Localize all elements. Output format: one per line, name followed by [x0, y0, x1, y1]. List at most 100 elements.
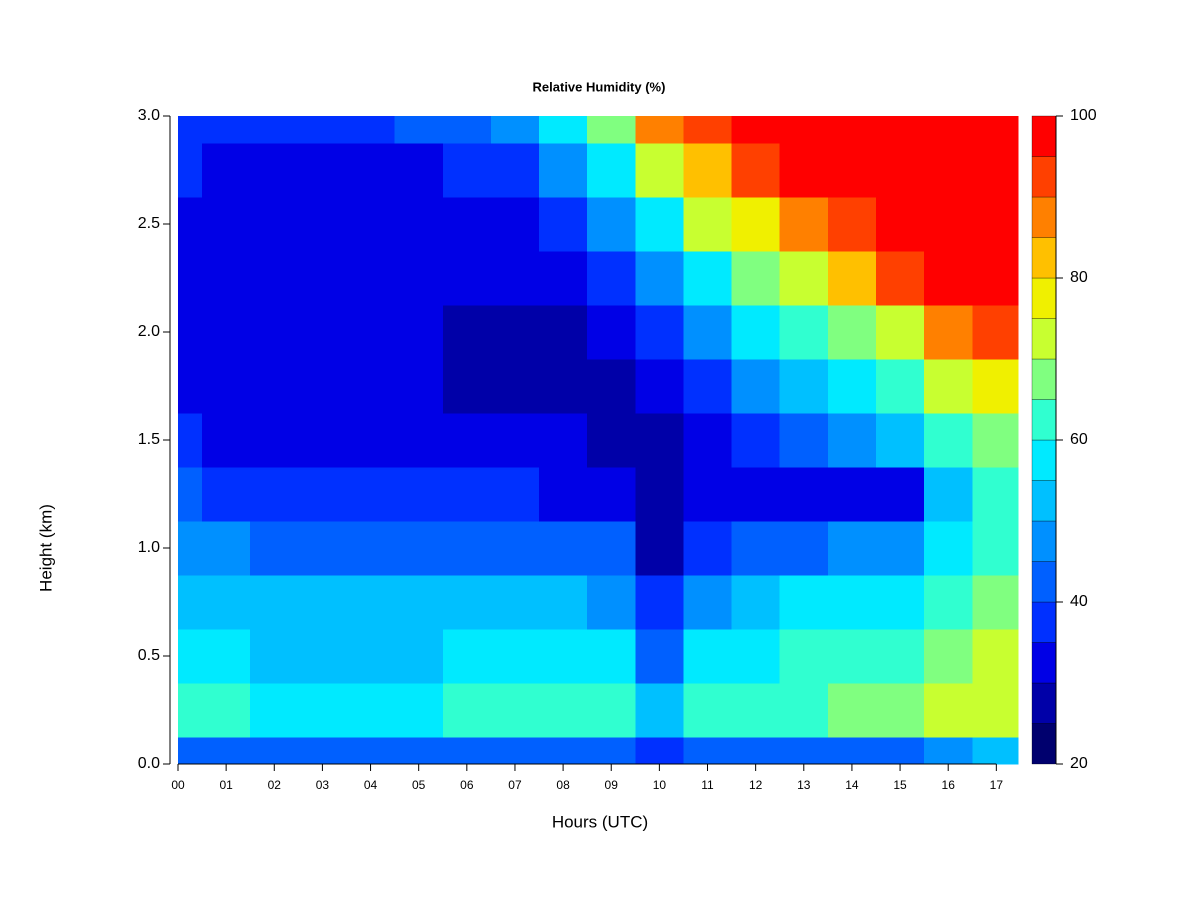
contour-cell	[635, 575, 684, 630]
colorbar-band	[1031, 115, 1057, 157]
contour-cell	[924, 629, 973, 684]
contour-cell	[972, 251, 1019, 306]
contour-cell	[250, 197, 299, 252]
contour-cell	[635, 629, 684, 684]
contour-cell	[490, 251, 540, 306]
contour-cell	[202, 197, 251, 252]
contour-cell	[202, 683, 251, 738]
contour-cell	[442, 467, 492, 522]
contour-cell	[202, 143, 251, 198]
contour-cell	[442, 359, 492, 414]
contour-cell	[490, 629, 540, 684]
contour-cell	[394, 197, 444, 252]
contour-cell	[827, 197, 877, 252]
contour-cell	[875, 413, 925, 468]
contour-cell	[731, 197, 781, 252]
contour-cell	[346, 575, 396, 630]
contour-cell	[779, 359, 829, 414]
contour-cell	[394, 467, 444, 522]
contour-cell	[539, 359, 588, 414]
contour-cell	[539, 521, 588, 576]
contour-cell	[178, 413, 203, 468]
contour-cell	[635, 305, 684, 360]
x-axis-label: Hours (UTC)	[552, 812, 648, 831]
contour-cell	[683, 737, 733, 765]
contour-cell	[178, 251, 203, 306]
contour-cell	[827, 359, 877, 414]
contour-cell	[924, 143, 973, 198]
contour-cell	[587, 197, 636, 252]
contour-cell	[635, 197, 684, 252]
contour-cell	[346, 305, 396, 360]
contour-cell	[683, 143, 733, 198]
x-tick-label: 01	[219, 778, 233, 792]
contour-cell	[779, 683, 829, 738]
contour-cell	[827, 251, 877, 306]
x-tick-label: 06	[460, 778, 474, 792]
contour-cell	[779, 575, 829, 630]
contour-cell	[635, 683, 684, 738]
contour-cell	[827, 521, 877, 576]
contour-cell	[587, 251, 636, 306]
contour-cell	[779, 413, 829, 468]
contour-cell	[490, 359, 540, 414]
contour-cell	[346, 251, 396, 306]
contour-cell	[202, 251, 251, 306]
contour-cell	[539, 467, 588, 522]
y-tick-label: 1.5	[138, 431, 160, 448]
contour-cell	[250, 521, 299, 576]
contour-cell	[827, 467, 877, 522]
x-tick-label: 14	[845, 778, 859, 792]
y-tick-label: 2.0	[138, 323, 160, 340]
x-tick-label: 17	[990, 778, 1004, 792]
contour-cell	[298, 359, 347, 414]
contour-cell	[490, 413, 540, 468]
contour-cell	[827, 683, 877, 738]
contour-cell	[346, 413, 396, 468]
contour-cell	[346, 629, 396, 684]
contour-cell	[298, 251, 347, 306]
contour-cell	[442, 305, 492, 360]
contour-cell	[972, 683, 1019, 738]
contour-cell	[250, 251, 299, 306]
y-tick-label: 0.5	[138, 647, 160, 664]
contour-cell	[346, 143, 396, 198]
contour-cell	[779, 521, 829, 576]
contour-cell	[539, 413, 588, 468]
x-tick-label: 15	[893, 778, 907, 792]
contour-cell	[346, 737, 396, 765]
contour-cell	[298, 467, 347, 522]
colorbar-tick-label: 20	[1070, 755, 1088, 772]
contour-cell	[875, 683, 925, 738]
contour-cell	[683, 116, 733, 144]
axes: 0.0 0.5 1.0 1.5 2.0 2.5 3.0 00 01 02 03 04 05 06 07 08 0…	[138, 107, 1097, 792]
contour-cell	[587, 521, 636, 576]
contour-cell	[250, 305, 299, 360]
contour-cell	[587, 305, 636, 360]
contour-cell	[779, 251, 829, 306]
contour-cell	[490, 737, 540, 765]
colorbar-band	[1031, 358, 1057, 400]
contour-cell	[587, 683, 636, 738]
colorbar-band	[1031, 480, 1057, 522]
contour-cell	[394, 143, 444, 198]
contour-cell	[490, 116, 540, 144]
contour-cell	[875, 197, 925, 252]
contour-cell	[587, 413, 636, 468]
contour-cell	[250, 467, 299, 522]
contour-cell	[346, 359, 396, 414]
colorbar-band	[1031, 642, 1057, 684]
contour-cell	[731, 251, 781, 306]
contour-cell	[178, 467, 203, 522]
colorbar-band	[1031, 439, 1057, 481]
contour-cell	[298, 305, 347, 360]
contour-cell	[346, 521, 396, 576]
contour-cell	[635, 737, 684, 765]
contour-cell	[202, 575, 251, 630]
contour-cell	[394, 737, 444, 765]
x-tick-label: 00	[171, 778, 185, 792]
contour-cell	[202, 467, 251, 522]
contour-cell	[346, 683, 396, 738]
